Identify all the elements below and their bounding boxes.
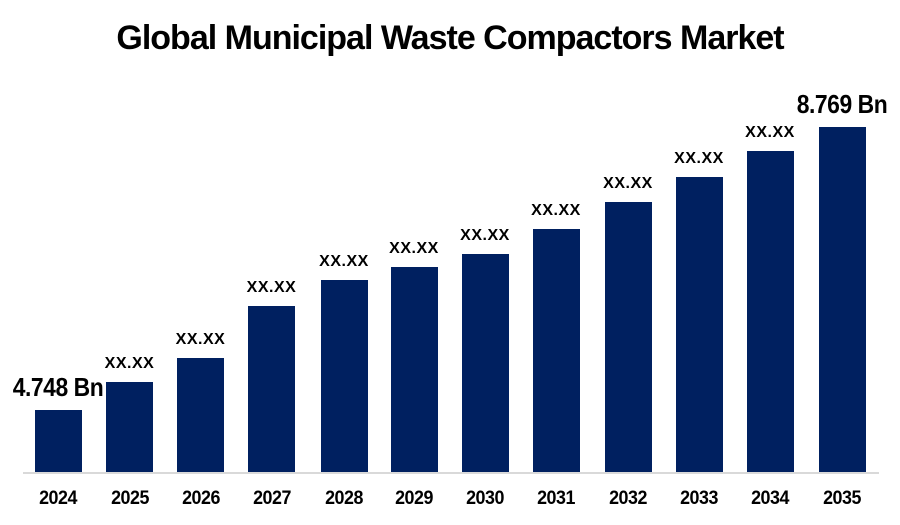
value-label-2025: XX.XX xyxy=(104,355,155,372)
bar-2028 xyxy=(320,280,368,472)
bar-2035 xyxy=(818,127,866,472)
x-tick-2032: 2032 xyxy=(609,488,647,509)
x-axis-line xyxy=(23,472,879,474)
x-tick-2031: 2031 xyxy=(537,488,575,509)
value-label-2035: 8.769 Bn xyxy=(796,89,888,119)
bar-2024 xyxy=(34,410,82,472)
x-tick-2029: 2029 xyxy=(395,488,433,509)
value-label-2030: XX.XX xyxy=(460,227,510,244)
x-tick-2024: 2024 xyxy=(39,488,77,509)
bar-2030 xyxy=(461,254,509,472)
value-label-2032: XX.XX xyxy=(603,175,653,192)
value-label-2031: XX.XX xyxy=(531,202,581,219)
bar-2029 xyxy=(390,267,438,472)
x-tick-2027: 2027 xyxy=(252,488,291,509)
x-tick-2030: 2030 xyxy=(466,488,504,509)
chart-title: Global Municipal Waste Compactors Market xyxy=(116,19,784,57)
value-label-2024: 4.748 Bn xyxy=(12,372,104,402)
value-label-2029: XX.XX xyxy=(389,240,439,257)
bar-2025 xyxy=(106,382,153,472)
bar-2034 xyxy=(746,151,794,472)
bar-2027 xyxy=(248,306,295,472)
value-label-2027: XX.XX xyxy=(246,279,297,296)
x-tick-2035: 2035 xyxy=(823,488,861,509)
x-tick-2034: 2034 xyxy=(751,488,789,509)
x-tick-2028: 2028 xyxy=(325,488,363,509)
value-label-2034: XX.XX xyxy=(745,124,795,141)
bar-2026 xyxy=(177,358,224,472)
x-tick-2033: 2033 xyxy=(680,488,718,509)
bar-2031 xyxy=(532,229,580,472)
bar-2032 xyxy=(604,202,652,472)
bar-2033 xyxy=(675,177,723,472)
value-label-2028: XX.XX xyxy=(319,253,369,270)
x-tick-2025: 2025 xyxy=(110,488,149,509)
value-label-2033: XX.XX xyxy=(674,150,724,167)
value-label-2026: XX.XX xyxy=(175,331,226,348)
x-tick-2026: 2026 xyxy=(181,488,220,509)
